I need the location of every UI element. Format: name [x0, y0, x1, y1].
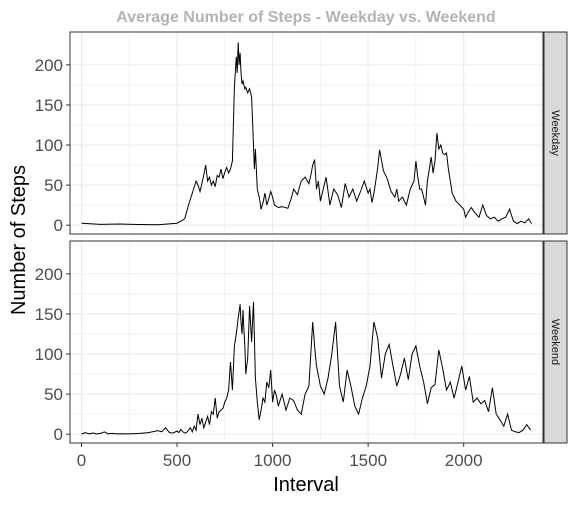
panels: 0 50 100 150 200 Weekday 0 50 100 150 200 Weekend 0 5…	[35, 31, 568, 470]
x-tick-label: 2000	[445, 451, 483, 470]
panel-background	[70, 32, 543, 234]
x-tick-label: 1000	[254, 451, 292, 470]
y-tick-label: 50	[44, 385, 63, 404]
y-tick-label: 200	[35, 56, 63, 75]
x-tick-label: 1500	[349, 451, 387, 470]
y-axis-label: Number of Steps	[8, 165, 30, 315]
y-tick-label: 150	[35, 96, 63, 115]
x-tick-label: 500	[163, 451, 191, 470]
y-tick-label: 100	[35, 345, 63, 364]
facet-strip	[543, 31, 568, 235]
panel-background	[70, 241, 543, 443]
series-line-weekday	[81, 42, 532, 226]
panel-weekend: 0 50 100 150 200 Weekend	[35, 240, 568, 444]
y-tick-label: 100	[35, 136, 63, 155]
y-tick-label: 150	[35, 305, 63, 324]
chart-title: Average Number of Steps - Weekday vs. We…	[116, 9, 495, 26]
series-line-weekend	[81, 301, 532, 435]
panel-border	[69, 31, 544, 235]
x-tick-label: 0	[77, 451, 86, 470]
panel-weekday: 0 50 100 150 200 Weekday	[35, 31, 568, 235]
x-axis-label: Interval	[273, 474, 339, 496]
facet-strip-label: Weekend	[549, 319, 561, 365]
y-tick-label: 0	[54, 425, 63, 444]
y-tick-label: 200	[35, 265, 63, 284]
panel-border	[69, 240, 544, 444]
facet-strip-label: Weekday	[549, 110, 561, 156]
y-tick-label: 50	[44, 176, 63, 195]
y-tick-label: 0	[54, 216, 63, 235]
facet-strip	[543, 240, 568, 444]
